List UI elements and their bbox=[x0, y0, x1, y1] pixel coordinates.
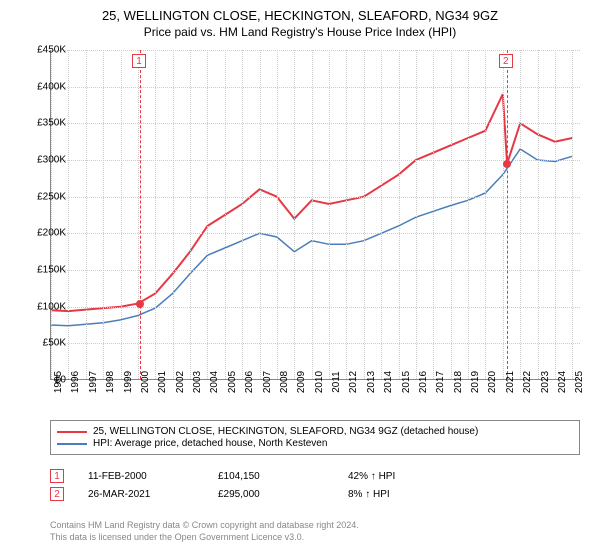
xtick-label: 1998 bbox=[105, 371, 116, 393]
marker-dot-2 bbox=[503, 160, 511, 168]
legend-row-property: 25, WELLINGTON CLOSE, HECKINGTON, SLEAFO… bbox=[57, 426, 573, 437]
legend-box: 25, WELLINGTON CLOSE, HECKINGTON, SLEAFO… bbox=[50, 420, 580, 455]
event-marker-1: 1 bbox=[50, 469, 64, 483]
xtick-label: 2004 bbox=[209, 371, 220, 393]
event-price-1: £104,150 bbox=[218, 471, 348, 482]
marker-box-1: 1 bbox=[132, 54, 146, 68]
xtick-label: 2023 bbox=[540, 371, 551, 393]
marker-vline-1 bbox=[140, 50, 141, 379]
event-rows: 1 11-FEB-2000 £104,150 42% ↑ HPI 2 26-MA… bbox=[50, 465, 580, 505]
xtick-label: 2024 bbox=[557, 371, 568, 393]
title-block: 25, WELLINGTON CLOSE, HECKINGTON, SLEAFO… bbox=[0, 0, 600, 39]
xtick-label: 2022 bbox=[522, 371, 533, 393]
chart-svg bbox=[51, 50, 580, 379]
ytick-label: £250K bbox=[22, 191, 66, 202]
xtick-label: 2010 bbox=[314, 371, 325, 393]
xtick-label: 2020 bbox=[487, 371, 498, 393]
xtick-label: 2021 bbox=[505, 371, 516, 393]
event-row-1: 1 11-FEB-2000 £104,150 42% ↑ HPI bbox=[50, 469, 580, 483]
legend-swatch-property bbox=[57, 431, 87, 433]
ytick-label: £450K bbox=[22, 45, 66, 56]
footer-line2: This data is licensed under the Open Gov… bbox=[50, 532, 580, 544]
xtick-label: 2011 bbox=[331, 371, 342, 393]
xtick-label: 2016 bbox=[418, 371, 429, 393]
xtick-label: 2015 bbox=[401, 371, 412, 393]
xtick-label: 2019 bbox=[470, 371, 481, 393]
legend-swatch-hpi bbox=[57, 443, 87, 445]
xtick-label: 2001 bbox=[157, 371, 168, 393]
xtick-label: 2008 bbox=[279, 371, 290, 393]
xtick-label: 2003 bbox=[192, 371, 203, 393]
legend-row-hpi: HPI: Average price, detached house, Nort… bbox=[57, 438, 573, 449]
ytick-label: £300K bbox=[22, 155, 66, 166]
ytick-label: £350K bbox=[22, 118, 66, 129]
xtick-label: 1999 bbox=[123, 371, 134, 393]
event-date-1: 11-FEB-2000 bbox=[88, 471, 218, 482]
marker-dot-1 bbox=[136, 300, 144, 308]
event-marker-2: 2 bbox=[50, 487, 64, 501]
chart-area bbox=[50, 50, 580, 380]
event-delta-1: 42% ↑ HPI bbox=[348, 471, 478, 482]
xtick-label: 1995 bbox=[53, 371, 64, 393]
ytick-label: £100K bbox=[22, 301, 66, 312]
xtick-label: 2018 bbox=[453, 371, 464, 393]
ytick-label: £50K bbox=[22, 338, 66, 349]
xtick-label: 2009 bbox=[296, 371, 307, 393]
event-price-2: £295,000 bbox=[218, 489, 348, 500]
xtick-label: 1997 bbox=[88, 371, 99, 393]
chart-container: 25, WELLINGTON CLOSE, HECKINGTON, SLEAFO… bbox=[0, 0, 600, 560]
event-row-2: 2 26-MAR-2021 £295,000 8% ↑ HPI bbox=[50, 487, 580, 501]
legend-label-property: 25, WELLINGTON CLOSE, HECKINGTON, SLEAFO… bbox=[93, 426, 478, 437]
footer: Contains HM Land Registry data © Crown c… bbox=[50, 520, 580, 543]
xtick-label: 2002 bbox=[175, 371, 186, 393]
xtick-label: 2017 bbox=[435, 371, 446, 393]
xtick-label: 2012 bbox=[348, 371, 359, 393]
legend-label-hpi: HPI: Average price, detached house, Nort… bbox=[93, 438, 327, 449]
marker-vline-2 bbox=[507, 50, 508, 379]
event-delta-2: 8% ↑ HPI bbox=[348, 489, 478, 500]
xtick-label: 2000 bbox=[140, 371, 151, 393]
xtick-label: 2014 bbox=[383, 371, 394, 393]
title-line1: 25, WELLINGTON CLOSE, HECKINGTON, SLEAFO… bbox=[0, 8, 600, 23]
ytick-label: £150K bbox=[22, 265, 66, 276]
xtick-label: 2007 bbox=[262, 371, 273, 393]
event-date-2: 26-MAR-2021 bbox=[88, 489, 218, 500]
footer-line1: Contains HM Land Registry data © Crown c… bbox=[50, 520, 580, 532]
ytick-label: £400K bbox=[22, 81, 66, 92]
xtick-label: 2005 bbox=[227, 371, 238, 393]
xtick-label: 2013 bbox=[366, 371, 377, 393]
marker-box-2: 2 bbox=[499, 54, 513, 68]
xtick-label: 2025 bbox=[574, 371, 585, 393]
ytick-label: £200K bbox=[22, 228, 66, 239]
title-line2: Price paid vs. HM Land Registry's House … bbox=[0, 25, 600, 39]
xtick-label: 2006 bbox=[244, 371, 255, 393]
xtick-label: 1996 bbox=[70, 371, 81, 393]
